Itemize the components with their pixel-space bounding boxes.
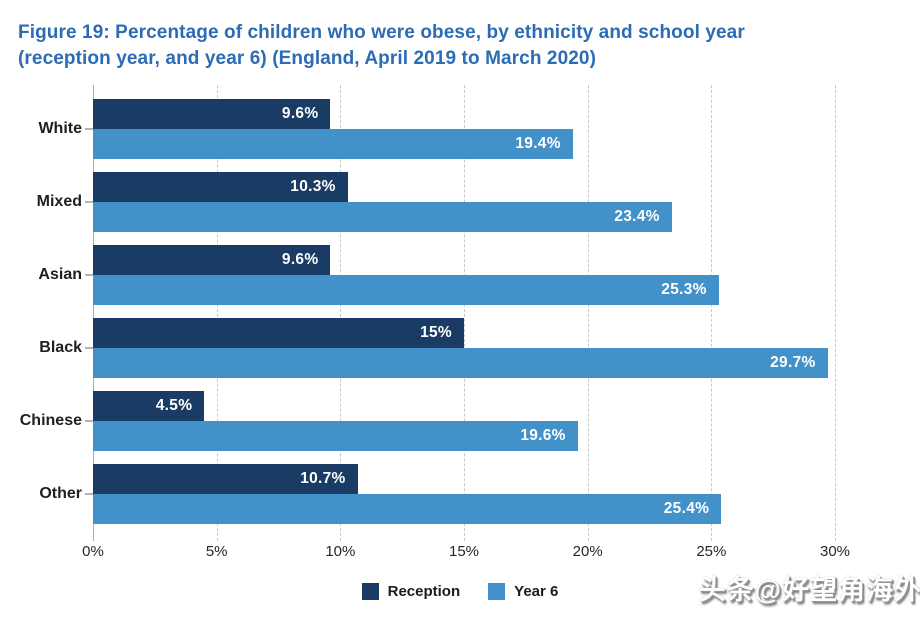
bar-year6-black: 29.7% [93, 348, 828, 378]
x-tick-label-30pct: 30% [819, 543, 851, 560]
bar-value-label: 19.4% [515, 135, 561, 152]
bar-group-black: 15% 29.7% [93, 318, 835, 378]
legend-swatch-reception [361, 583, 379, 600]
x-tick-label-5pct: 5% [205, 543, 228, 560]
bar-value-label: 25.3% [661, 281, 707, 298]
gridline [340, 85, 342, 541]
bar-year6-other: 25.4% [93, 494, 722, 524]
bar-reception-other: 10.7% [93, 464, 358, 494]
bar-group-mixed: 10.3% 23.4% [93, 172, 835, 232]
gridline [711, 85, 713, 541]
x-tick-label-25pct: 25% [696, 543, 727, 560]
plot-area: 9.6% 19.4% 10.3% 23.4% 9.6% 25.3% 15% 29.7% 4.5%… [93, 85, 836, 541]
bar-reception-white: 9.6% [93, 99, 331, 129]
bar-value-label: 10.7% [300, 470, 346, 487]
legend-label: Year 6 [514, 583, 559, 600]
category-tick [85, 201, 93, 203]
category-tick [85, 420, 93, 422]
category-tick [85, 347, 93, 349]
category-label-mixed: Mixed [36, 193, 82, 210]
legend-swatch-year6 [488, 583, 506, 600]
chart-title-line1: Figure 19: Percentage of children who we… [18, 22, 745, 43]
chart-title-line2: (reception year, and year 6) (England, A… [18, 48, 597, 69]
legend-label: Reception [387, 583, 461, 600]
legend: Reception Year 6 [0, 583, 920, 600]
x-tick-label-15pct: 15% [448, 543, 480, 560]
bar-value-label: 10.3% [290, 178, 336, 195]
y-axis-line [93, 85, 94, 541]
bar-reception-black: 15% [93, 318, 464, 348]
bar-group-white: 9.6% 19.4% [93, 99, 835, 159]
category-label-white: White [38, 120, 82, 137]
x-tick-label-0pct: 0% [82, 543, 104, 560]
bar-year6-mixed: 23.4% [93, 202, 672, 232]
watermark: 头条@好望角海外 [698, 575, 920, 605]
bar-value-label: 9.6% [281, 105, 319, 122]
bar-year6-white: 19.4% [93, 129, 573, 159]
x-tick-label-20pct: 20% [572, 543, 603, 560]
bar-reception-chinese: 4.5% [93, 391, 205, 421]
category-label-black: Black [39, 339, 82, 356]
gridline [587, 85, 589, 541]
bar-group-chinese: 4.5% 19.6% [93, 391, 835, 451]
category-label-asian: Asian [38, 266, 82, 283]
gridline [835, 85, 836, 541]
bar-value-label: 23.4% [614, 208, 660, 225]
chart-title: Figure 19: Percentage of children who we… [18, 20, 878, 72]
bar-year6-chinese: 19.6% [93, 421, 578, 451]
bar-group-other: 10.7% 25.4% [93, 464, 835, 524]
legend-item-year6: Year 6 [488, 583, 558, 600]
bar-year6-asian: 25.3% [93, 275, 719, 305]
bar-value-label: 4.5% [155, 397, 193, 414]
bar-value-label: 15% [420, 324, 452, 341]
legend-item-reception: Reception [361, 583, 461, 600]
gridline [464, 85, 465, 541]
category-tick [85, 128, 93, 130]
category-tick [85, 493, 93, 495]
bar-value-label: 19.6% [520, 427, 566, 444]
category-tick [85, 274, 93, 276]
category-label-other: Other [39, 485, 82, 502]
gridline [216, 85, 218, 541]
bar-value-label: 9.6% [281, 251, 319, 268]
bar-value-label: 29.7% [770, 354, 816, 371]
category-label-chinese: Chinese [19, 412, 82, 429]
bar-group-asian: 9.6% 25.3% [93, 245, 835, 305]
x-tick-label-10pct: 10% [325, 543, 356, 560]
bar-reception-mixed: 10.3% [93, 172, 348, 202]
bar-value-label: 25.4% [663, 500, 710, 517]
bar-reception-asian: 9.6% [93, 245, 331, 275]
